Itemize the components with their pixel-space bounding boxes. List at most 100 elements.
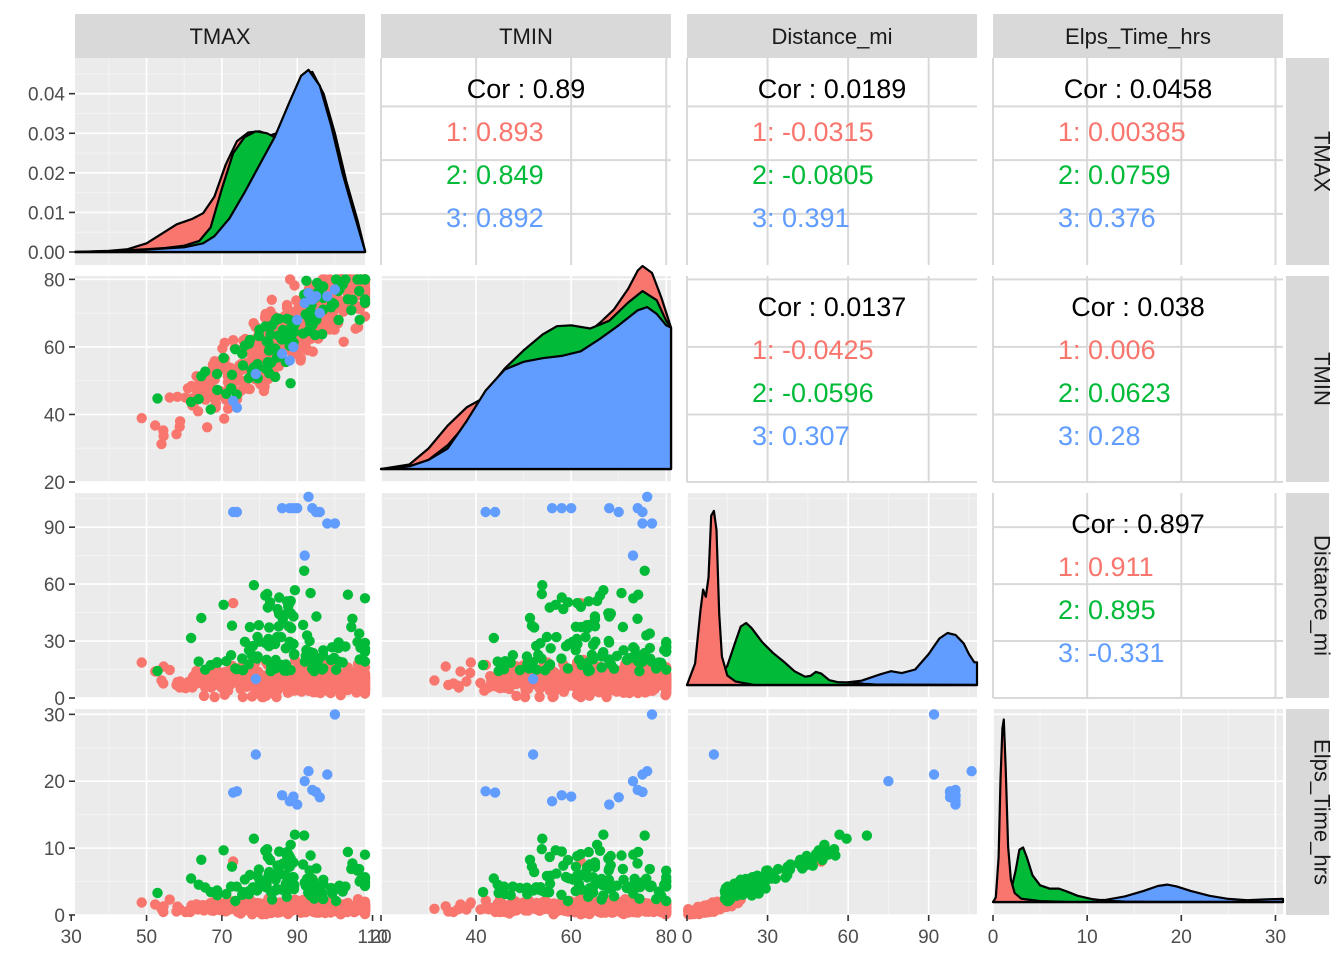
scatter-point-group-1	[429, 675, 440, 686]
scatter-point-group-3	[637, 518, 648, 529]
scatter-point-group-2	[226, 369, 238, 380]
scatter-point-group-1	[282, 687, 294, 698]
scatter-point-group-1	[440, 901, 451, 912]
scatter-point-group-1	[174, 421, 185, 432]
strip-right-bg	[1286, 58, 1329, 265]
scatter-point-group-2	[535, 882, 546, 893]
scatter-point-group-2	[196, 854, 207, 865]
y-tick-label: 30	[44, 705, 65, 726]
scatter-point-group-2	[347, 294, 358, 305]
correlation-group-1: 1: -0.0425	[752, 335, 874, 365]
scatter-point-group-2	[608, 663, 620, 674]
x-tick-label: 90	[287, 927, 308, 948]
scatter-point-group-1	[158, 901, 169, 912]
scatter-point-group-3	[708, 749, 720, 760]
y-tick-label: 40	[44, 405, 65, 426]
scatter-point-group-3	[480, 786, 491, 797]
scatter-point-group-3	[314, 307, 325, 319]
correlation-overall: Cor : 0.0137	[758, 292, 907, 322]
scatter-point-group-2	[556, 889, 567, 900]
scatter-point-group-3	[303, 491, 314, 502]
scatter-point-group-2	[239, 874, 251, 885]
scatter-point-group-1	[661, 678, 672, 689]
scatter-point-group-1	[164, 894, 175, 905]
scatter-point-group-2	[262, 844, 273, 855]
scatter-point-group-2	[288, 638, 299, 650]
scatter-point-group-3	[556, 503, 567, 514]
scatter-point-group-2	[488, 632, 499, 644]
scatter-point-group-2	[521, 651, 533, 662]
scatter-point-group-1	[637, 683, 648, 695]
scatter-point-group-1	[219, 899, 230, 910]
scatter-point-group-3	[632, 503, 643, 514]
scatter-point-group-2	[632, 858, 643, 869]
scatter-point-group-1	[228, 597, 239, 609]
scatter-point-group-3	[489, 787, 501, 798]
scatter-point-group-2	[477, 886, 489, 898]
scatter-point-group-3	[276, 348, 288, 359]
scatter-point-group-1	[158, 678, 169, 689]
scatter-point-group-2	[305, 850, 316, 861]
scatter-point-group-1	[583, 685, 595, 697]
scatter-point-group-2	[522, 659, 533, 670]
scatter-point-group-1	[208, 392, 219, 403]
correlation-panel-tmax-tmin: Cor : 0.89 1: 0.893 2: 0.849 3: 0.892	[380, 58, 671, 265]
scatter-point-group-2	[646, 880, 657, 891]
scatter-point-group-2	[306, 881, 317, 892]
scatter-point-group-2	[152, 887, 163, 899]
scatter-point-group-2	[275, 631, 287, 643]
scatter-point-group-1	[158, 430, 169, 442]
scatter-point-group-2	[661, 875, 672, 886]
scatter-point-group-1	[198, 690, 210, 702]
scatter-point-group-1	[352, 678, 363, 689]
correlation-panel-tmax-elps_time_hrs: Cor : 0.0458 1: 0.00385 2: 0.0759 3: 0.376	[992, 58, 1283, 265]
strip-top-bg	[75, 14, 365, 58]
scatter-point-group-3	[950, 799, 961, 810]
strip-top-bg	[381, 14, 671, 58]
y-tick-label: 30	[44, 632, 65, 653]
scatter-point-group-2	[589, 621, 601, 632]
scatter-point-group-2	[354, 628, 365, 639]
scatter-point-group-2	[834, 829, 845, 840]
scatter-point-group-1	[241, 383, 253, 394]
scatter-point-group-2	[355, 642, 366, 653]
scatter-point-group-2	[605, 608, 616, 620]
scatter-point-group-1	[354, 898, 365, 909]
scatter-point-group-1	[523, 683, 534, 694]
y-tick-label: 0.01	[28, 203, 65, 224]
scatter-point-group-2	[212, 657, 223, 668]
scatter-point-group-3	[627, 550, 639, 561]
y-tick-label: 20	[44, 772, 65, 793]
scatter-point-group-2	[535, 638, 546, 649]
density-curve-group-1	[991, 718, 1285, 904]
density-curve-group-3	[379, 306, 673, 471]
scatter-point-group-2	[492, 656, 503, 667]
scatter-point-group-2	[252, 870, 263, 882]
scatter-point-group-3	[604, 799, 615, 810]
scatter-point-group-2	[334, 880, 345, 891]
scatter-point-group-3	[329, 518, 341, 529]
scatter-point-group-3	[556, 790, 567, 801]
scatter-panel-elps_time_hrs-vs-tmin	[380, 709, 672, 920]
scatter-point-group-1	[150, 899, 161, 910]
strip-right-bg	[1286, 276, 1329, 482]
scatter-point-group-2	[288, 872, 299, 883]
scatter-point-group-3	[292, 799, 303, 810]
scatter-point-group-3	[613, 506, 624, 518]
scatter-point-group-2	[281, 891, 293, 902]
y-axis-elps_time_hrs: 0 10 20 30	[44, 705, 75, 927]
scatter-point-group-1	[219, 413, 230, 424]
scatter-point-group-2	[284, 861, 295, 872]
scatter-point-group-1	[629, 677, 641, 688]
scatter-point-group-2	[263, 345, 275, 356]
scatter-point-group-2	[639, 565, 650, 576]
correlation-group-1: 1: 0.00385	[1058, 117, 1186, 147]
scatter-point-group-3	[276, 503, 288, 514]
scatter-point-group-1	[263, 683, 274, 694]
scatter-point-group-2	[604, 876, 615, 887]
scatter-point-group-2	[617, 863, 629, 875]
scatter-point-group-2	[284, 621, 295, 632]
x-tick-label: 40	[466, 927, 487, 948]
scatter-point-group-2	[305, 587, 316, 599]
correlation-group-3: 3: -0.331	[1058, 638, 1165, 668]
